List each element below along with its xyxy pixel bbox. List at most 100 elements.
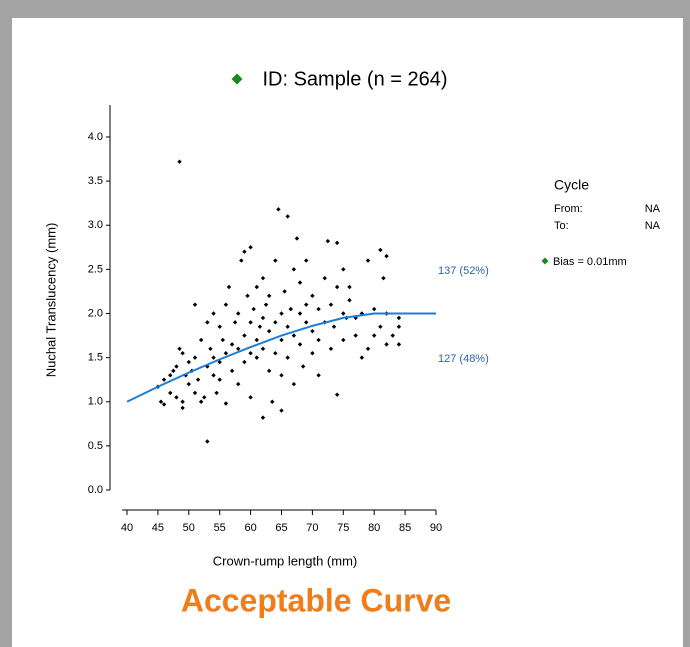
- data-point: [211, 311, 216, 316]
- data-point: [236, 381, 241, 387]
- data-point: [217, 377, 222, 382]
- y-tick-label: 1.0: [88, 396, 103, 408]
- from-label: From:: [554, 203, 583, 215]
- y-tick-label: 0.0: [88, 484, 103, 496]
- data-point: [248, 245, 253, 250]
- data-point: [341, 311, 346, 316]
- data-point: [192, 390, 198, 396]
- data-point: [239, 258, 244, 263]
- data-point: [211, 355, 216, 360]
- data-point: [198, 337, 204, 343]
- data-point: [297, 311, 303, 316]
- data-point: [347, 298, 352, 303]
- data-point: [341, 337, 346, 343]
- data-point: [158, 399, 164, 404]
- data-point: [205, 320, 210, 325]
- y-tick-label: 3.0: [88, 219, 103, 231]
- chart-title: ID: Sample (n = 264): [262, 68, 447, 90]
- data-point: [384, 342, 389, 347]
- data-point: [294, 236, 300, 241]
- data-point: [186, 381, 191, 387]
- data-point: [270, 399, 275, 404]
- data-point: [347, 284, 352, 290]
- data-point: [381, 275, 386, 281]
- data-point: [232, 320, 238, 325]
- data-point: [279, 373, 284, 378]
- data-point: [226, 284, 232, 290]
- data-point: [242, 333, 247, 338]
- data-point: [177, 346, 182, 351]
- data-point: [242, 359, 247, 365]
- data-point: [266, 368, 272, 374]
- data-point: [378, 324, 383, 329]
- data-point: [254, 355, 259, 360]
- data-point: [248, 351, 253, 356]
- data-point: [223, 401, 229, 406]
- from-value: NA: [645, 203, 661, 215]
- data-point: [202, 395, 207, 400]
- data-point: [334, 392, 340, 397]
- x-tick-label: 70: [306, 522, 318, 534]
- data-point: [263, 302, 269, 307]
- data-point: [378, 247, 383, 253]
- data-point: [384, 253, 389, 259]
- data-point: [174, 395, 179, 400]
- data-point: [195, 377, 201, 382]
- data-point: [180, 399, 185, 404]
- bias-marker: [541, 257, 549, 265]
- data-point: [288, 306, 293, 312]
- fit-curve: [126, 312, 436, 403]
- y-tick-label: 0.5: [88, 440, 103, 452]
- data-point: [291, 267, 297, 272]
- data-point: [325, 238, 331, 244]
- data-point: [297, 280, 303, 285]
- data-point: [372, 306, 377, 312]
- data-point: [168, 390, 173, 396]
- to-label: To:: [554, 220, 569, 232]
- data-point: [273, 351, 278, 356]
- data-point: [310, 351, 315, 356]
- data-point: [260, 315, 266, 321]
- data-point: [198, 399, 204, 404]
- data-point: [229, 368, 235, 374]
- data-point: [291, 381, 297, 387]
- data-point: [285, 355, 290, 360]
- data-point: [177, 159, 182, 164]
- data-point: [285, 324, 290, 329]
- data-point: [248, 320, 253, 325]
- data-point: [396, 315, 402, 321]
- title-marker: [231, 73, 243, 85]
- data-point: [214, 390, 219, 396]
- data-point: [285, 214, 290, 219]
- data-point: [328, 302, 334, 307]
- data-point: [300, 364, 306, 369]
- data-point: [186, 359, 191, 365]
- data-point: [334, 240, 340, 246]
- data-point: [316, 373, 321, 378]
- data-point: [359, 355, 365, 360]
- data-point: [161, 377, 167, 382]
- x-tick-label: 55: [214, 522, 226, 534]
- data-point: [180, 351, 185, 356]
- data-point: [279, 408, 284, 413]
- data-point: [260, 346, 266, 351]
- data-point: [396, 324, 402, 329]
- data-point: [316, 306, 321, 312]
- data-point: [257, 324, 263, 329]
- data-point: [341, 267, 346, 272]
- y-tick-label: 4.0: [88, 131, 103, 143]
- data-point: [192, 302, 198, 307]
- data-point: [174, 364, 179, 369]
- data-point: [242, 249, 247, 254]
- x-tick-label: 80: [368, 522, 380, 534]
- data-point: [217, 324, 222, 329]
- data-point: [304, 258, 309, 263]
- data-point: [223, 351, 229, 356]
- data-point: [353, 333, 358, 338]
- data-point: [254, 337, 259, 343]
- y-tick-label: 1.5: [88, 352, 103, 364]
- data-point: [220, 337, 225, 343]
- data-point: [310, 293, 315, 299]
- data-point: [279, 311, 284, 316]
